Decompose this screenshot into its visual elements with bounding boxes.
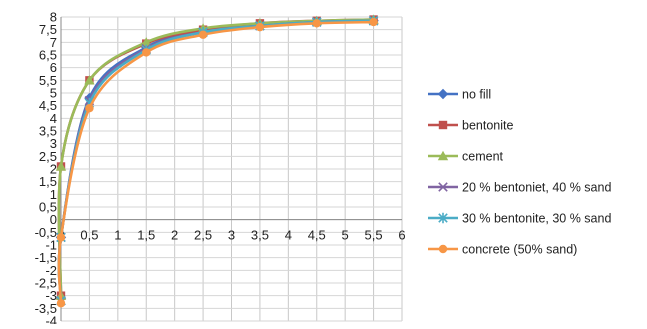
data-point [255, 22, 265, 32]
y-tick-label: 6,5 [39, 48, 57, 63]
y-tick-label: 4 [50, 111, 57, 126]
y-tick-label: 5 [50, 86, 57, 101]
legend-label: cement [462, 150, 504, 164]
legend-marker [437, 88, 449, 100]
data-point [84, 75, 95, 85]
y-tick-label: -4 [45, 314, 57, 325]
legend-marker [438, 244, 448, 254]
data-point [312, 19, 321, 28]
x-tick-label: 2 [171, 228, 178, 243]
series-concrete-50-sand- [56, 17, 378, 308]
legend-marker [438, 212, 448, 224]
legend-entry: 20 % bentoniet, 40 % sand [428, 181, 611, 195]
legend-entry: no fill [428, 88, 491, 102]
y-tick-label: 8 [50, 10, 57, 25]
y-tick-label: 7,5 [39, 22, 57, 37]
y-tick-label: 3 [50, 136, 57, 151]
x-tick-label: 3 [228, 228, 235, 243]
x-tick-label: 0,5 [80, 228, 98, 243]
y-tick-label: 7 [50, 35, 57, 50]
data-point [55, 161, 67, 171]
y-tick-label: 2,5 [39, 149, 57, 164]
y-axis-ticks: -4-3,5-3-2,5-2-1,5-1-0,500,511,522,533,5… [35, 10, 57, 329]
y-tick-label: 0,5 [39, 200, 57, 215]
x-tick-label: 1,5 [137, 228, 155, 243]
legend-entry: bentonite [428, 119, 513, 133]
y-tick-label: 0 [50, 212, 57, 227]
x-tick-label: 2,5 [194, 228, 212, 243]
legend-label: bentonite [462, 119, 513, 133]
x-tick-label: 4 [285, 228, 292, 243]
y-tick-label: -1 [45, 238, 57, 253]
data-point [198, 30, 208, 39]
legend-marker [438, 120, 448, 130]
x-tick-label: 3,5 [251, 228, 269, 243]
legend-entry: cement [428, 150, 504, 164]
legend-label: 20 % bentoniet, 40 % sand [462, 181, 611, 195]
legend-entry: 30 % bentonite, 30 % sand [428, 212, 611, 226]
x-tick-label: 5,5 [365, 228, 383, 243]
y-tick-label: -3,5 [35, 301, 57, 316]
legend-label: no fill [462, 88, 491, 102]
data-point [85, 104, 94, 113]
x-tick-label: 1 [114, 228, 121, 243]
x-axis-ticks: 00,511,522,533,544,555,56 [57, 228, 405, 243]
y-tick-label: 1 [50, 187, 57, 202]
data-point [369, 17, 378, 27]
y-tick-label: -2,5 [35, 276, 57, 291]
y-tick-label: 2 [50, 162, 57, 177]
legend-label: 30 % bentonite, 30 % sand [462, 212, 611, 226]
y-tick-label: -0,5 [35, 225, 57, 240]
legend-entry: concrete (50% sand) [428, 243, 577, 257]
x-tick-label: 5 [342, 228, 349, 243]
series-group [55, 14, 379, 308]
y-tick-label: -1,5 [35, 250, 57, 265]
y-tick-label: 4,5 [39, 98, 57, 113]
x-tick-label: 4,5 [308, 228, 326, 243]
data-point [56, 299, 66, 308]
legend: no fill bentonite cement 20 % bentoniet, 40… [428, 88, 611, 257]
legend-marker [438, 182, 448, 192]
data-point [56, 233, 66, 242]
data-point [142, 48, 151, 57]
x-tick-label: 6 [398, 228, 405, 243]
legend-label: concrete (50% sand) [462, 243, 577, 257]
legend-marker [437, 150, 449, 161]
y-tick-label: 6 [50, 60, 57, 75]
y-tick-label: 1,5 [39, 174, 57, 189]
y-tick-label: 5,5 [39, 73, 57, 88]
y-tick-label: -2 [45, 263, 57, 278]
y-tick-label: 3,5 [39, 124, 57, 139]
data-point [141, 37, 152, 47]
y-tick-label: -3 [45, 288, 57, 303]
